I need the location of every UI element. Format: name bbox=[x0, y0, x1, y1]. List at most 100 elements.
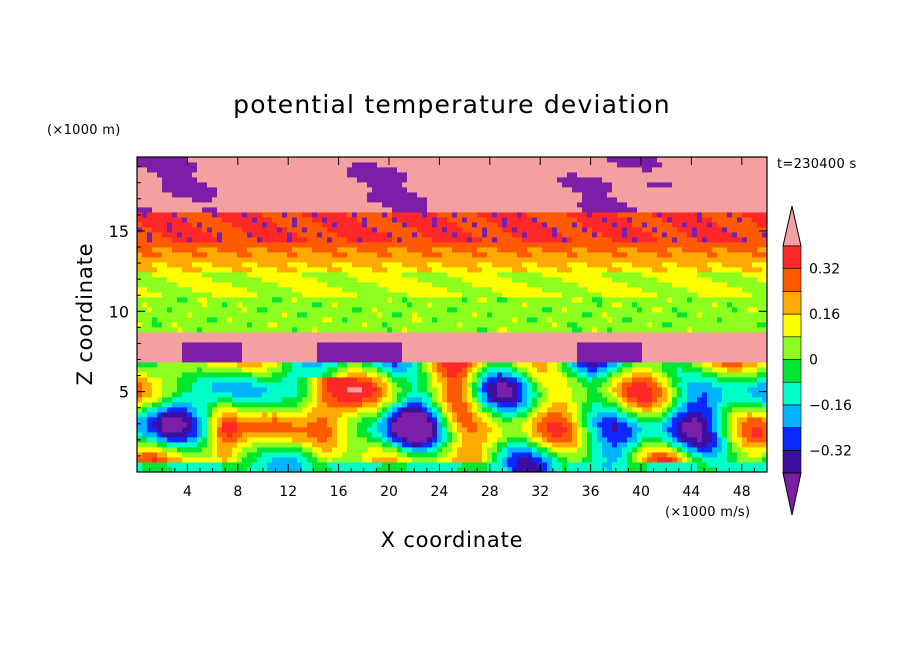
field-cell bbox=[452, 382, 458, 388]
field-cell bbox=[217, 392, 223, 398]
field-cell bbox=[512, 457, 518, 463]
field-cell bbox=[682, 287, 688, 293]
field-cell bbox=[472, 372, 478, 378]
field-cell bbox=[262, 427, 268, 433]
field-cell bbox=[557, 427, 563, 433]
field-cell bbox=[137, 392, 143, 398]
field-cell bbox=[727, 317, 733, 323]
field-cell bbox=[272, 457, 278, 463]
field-cell bbox=[242, 407, 248, 413]
field-cell bbox=[462, 417, 468, 423]
field-cell bbox=[697, 467, 703, 472]
field-cell bbox=[707, 427, 713, 433]
field-cell bbox=[722, 287, 728, 293]
field-cell bbox=[352, 417, 358, 423]
field-cell bbox=[652, 447, 658, 453]
field-cell bbox=[182, 322, 188, 328]
field-cell bbox=[332, 302, 338, 308]
field-cell bbox=[687, 352, 693, 358]
field-cell bbox=[567, 297, 573, 303]
field-cell bbox=[667, 377, 673, 383]
field-cell bbox=[262, 452, 268, 458]
field-cell bbox=[492, 317, 498, 323]
field-cell bbox=[352, 337, 358, 343]
field-cell bbox=[417, 327, 423, 333]
field-cell bbox=[587, 322, 593, 328]
field-cell bbox=[392, 342, 398, 348]
field-cell bbox=[712, 312, 718, 318]
field-cell bbox=[457, 327, 463, 333]
field-cell bbox=[662, 392, 668, 398]
field-cell bbox=[612, 422, 618, 428]
field-cell bbox=[487, 432, 493, 438]
field-cell bbox=[397, 357, 403, 363]
field-cell bbox=[462, 327, 468, 333]
field-cell bbox=[317, 282, 323, 288]
field-cell bbox=[537, 322, 543, 328]
field-cell bbox=[497, 397, 503, 403]
field-cell bbox=[337, 287, 343, 293]
field-cell bbox=[677, 452, 683, 458]
field-cell bbox=[667, 362, 673, 368]
field-cell bbox=[172, 287, 178, 293]
field-cell bbox=[187, 297, 193, 303]
field-cell bbox=[712, 462, 718, 468]
field-cell bbox=[267, 357, 273, 363]
field-cell bbox=[727, 292, 733, 298]
field-cell bbox=[222, 347, 228, 353]
field-cell bbox=[327, 377, 333, 383]
field-cell bbox=[207, 322, 213, 328]
field-cell bbox=[387, 447, 393, 453]
field-cell bbox=[412, 357, 418, 363]
field-cell bbox=[232, 427, 238, 433]
field-cell bbox=[592, 362, 598, 368]
field-cell bbox=[187, 337, 193, 343]
field-cell bbox=[472, 332, 478, 338]
field-cell bbox=[527, 337, 533, 343]
field-cell bbox=[487, 437, 493, 443]
field-cell bbox=[542, 342, 548, 348]
field-cell bbox=[702, 367, 708, 373]
field-cell bbox=[307, 387, 313, 393]
field-cell bbox=[372, 407, 378, 413]
field-cell bbox=[137, 467, 143, 472]
field-cell bbox=[602, 407, 608, 413]
field-cell bbox=[247, 272, 253, 278]
field-cell bbox=[387, 452, 393, 458]
field-cell bbox=[167, 397, 173, 403]
field-cell bbox=[347, 332, 353, 338]
field-cell bbox=[312, 467, 318, 472]
field-cell bbox=[652, 362, 658, 368]
field-cell bbox=[342, 292, 348, 298]
field-cell bbox=[527, 367, 533, 373]
field-cell bbox=[717, 417, 723, 423]
field-cell bbox=[152, 342, 158, 348]
field-cell bbox=[197, 457, 203, 463]
field-cell bbox=[252, 307, 258, 313]
field-cell bbox=[677, 447, 683, 453]
field-cell bbox=[302, 407, 308, 413]
field-cell bbox=[397, 412, 403, 418]
field-cell bbox=[247, 322, 253, 328]
field-cell bbox=[157, 347, 163, 353]
field-cell bbox=[482, 367, 488, 373]
field-cell bbox=[702, 377, 708, 383]
field-cell bbox=[747, 377, 753, 383]
field-cell bbox=[602, 437, 608, 443]
field-cell bbox=[267, 352, 273, 358]
field-cell bbox=[252, 322, 258, 328]
field-cell bbox=[332, 377, 338, 383]
field-cell bbox=[527, 312, 533, 318]
field-cell bbox=[597, 377, 603, 383]
field-cell bbox=[272, 307, 278, 313]
field-cell bbox=[527, 457, 533, 463]
field-cell bbox=[402, 302, 408, 308]
field-cell bbox=[357, 407, 363, 413]
field-cell bbox=[162, 467, 168, 472]
field-cell bbox=[467, 387, 473, 393]
field-cell bbox=[357, 362, 363, 368]
field-cell bbox=[542, 437, 548, 443]
field-cell bbox=[532, 397, 538, 403]
field-cell bbox=[597, 392, 603, 398]
field-cell bbox=[427, 332, 433, 338]
